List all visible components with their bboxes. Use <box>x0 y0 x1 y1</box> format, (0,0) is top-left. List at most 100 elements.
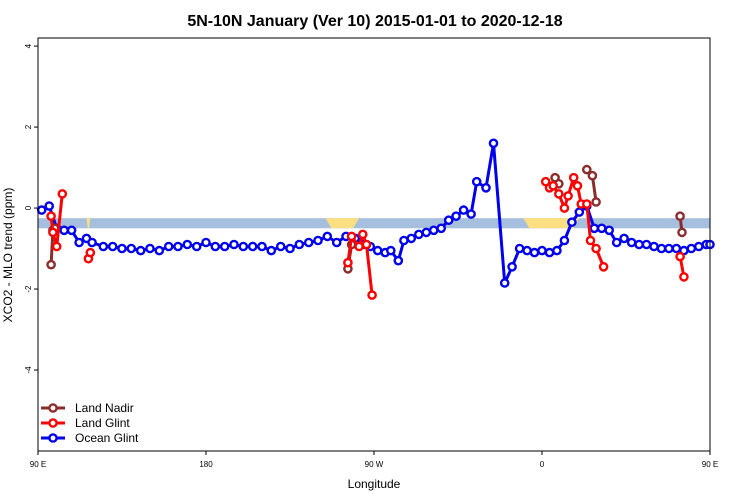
land-glint-point <box>548 180 559 191</box>
ocean-glint-point <box>406 233 417 244</box>
land-glint-point <box>572 180 583 191</box>
ocean-glint-point <box>163 241 174 252</box>
ocean-glint-point <box>471 176 482 187</box>
land-glint-point <box>563 191 573 201</box>
ocean-glint-point <box>413 229 424 240</box>
ocean-glint-point <box>74 237 84 248</box>
ocean-glint-point <box>44 201 55 211</box>
ocean-glint-point <box>574 207 585 217</box>
ocean-glint-point <box>514 243 525 254</box>
land-glint-point <box>51 241 62 252</box>
land-glint-point <box>367 290 377 300</box>
ocean-glint-point <box>522 245 532 256</box>
x-axis: 90 E 180 90 W 0 90 E <box>30 451 718 469</box>
ocean-glint-point <box>66 225 77 236</box>
ocean-glint-point <box>385 245 396 256</box>
ocean-glint-point <box>537 245 547 256</box>
land-band-segment <box>325 218 360 229</box>
chart-title: 5N-10N January (Ver 10) 2015-01-01 to 20… <box>187 13 562 30</box>
ocean-glint-point <box>285 243 295 254</box>
land-glint-point <box>57 189 68 199</box>
ocean-glint-point <box>399 235 409 246</box>
ocean-glint-point <box>589 223 600 234</box>
x-axis-label: Longitude <box>348 477 401 491</box>
land-glint-point <box>598 261 609 272</box>
land-glint-point <box>354 241 364 252</box>
ocean-glint-point <box>87 237 97 248</box>
land-glint-point <box>85 247 96 258</box>
ocean-glint-point <box>451 211 461 221</box>
land-glint-point <box>48 227 58 238</box>
ocean-glint-point <box>393 255 404 266</box>
ocean-glint-point <box>552 245 562 256</box>
ocean-glint-point <box>275 241 286 252</box>
legend-label-land-glint: Land Glint <box>75 416 130 430</box>
land-nadir-point <box>582 164 592 175</box>
legend-marker-ocean-glint <box>48 433 58 443</box>
ocean-glint-point <box>421 227 432 238</box>
land-glint-point <box>568 172 579 183</box>
legend-marker-land-nadir <box>48 403 58 413</box>
land-ocean-band <box>38 218 710 229</box>
ocean-glint-point <box>303 237 314 248</box>
ocean-glint-point <box>656 243 667 254</box>
ocean-glint-point <box>671 243 682 254</box>
ocean-glint-point <box>36 205 47 215</box>
land-nadir-point <box>591 197 601 207</box>
land-glint-point <box>679 272 689 282</box>
land-glint-point <box>361 239 372 250</box>
land-glint-line <box>49 193 64 248</box>
ocean-glint-point <box>649 241 659 252</box>
series-land-glint <box>46 172 689 300</box>
ocean-glint-point <box>229 239 239 250</box>
ocean-glint-point <box>135 245 146 256</box>
ocean-glint-point <box>619 233 629 244</box>
land-glint-point <box>46 211 56 221</box>
ocean-glint-point <box>443 215 454 225</box>
ocean-glint-point <box>201 237 211 248</box>
land-nadir-point <box>46 259 56 270</box>
ocean-glint-point <box>173 241 183 252</box>
ocean-glint-point <box>59 225 69 236</box>
ocean-glint-point <box>191 241 202 252</box>
legend-label-land-nadir: Land Nadir <box>75 401 134 415</box>
land-glint-point <box>346 231 357 242</box>
ocean-glint-point <box>107 241 118 252</box>
ocean-glint-point <box>596 223 607 234</box>
ocean-glint-point <box>145 243 155 254</box>
land-band-segment <box>523 218 580 229</box>
y-tick-label: -2 <box>24 285 33 293</box>
land-band-segment <box>86 218 91 229</box>
land-glint-point <box>554 189 564 199</box>
y-axis: 4 2 0 -2 -4 <box>24 43 38 374</box>
ocean-glint-point <box>507 261 517 272</box>
land-glint-point <box>585 235 596 246</box>
y-tick-label: 2 <box>24 124 33 129</box>
ocean-glint-point <box>117 243 127 254</box>
ocean-glint-point <box>694 241 704 252</box>
land-glint-point <box>357 229 368 240</box>
x-tick-label: 90 E <box>702 460 718 469</box>
y-tick-label: -4 <box>24 366 33 374</box>
x-tick-label: 90 W <box>365 460 384 469</box>
ocean-glint-point <box>611 237 622 248</box>
land-glint-point <box>591 243 601 254</box>
land-nadir-point <box>677 227 687 238</box>
ocean-glint-point <box>238 241 249 252</box>
y-tick-label: 4 <box>24 43 33 48</box>
ocean-glint-point <box>529 247 540 258</box>
ocean-glint-point <box>458 205 469 215</box>
ocean-glint-point <box>428 225 439 236</box>
ocean-glint-point <box>266 245 277 256</box>
ocean-band <box>38 218 710 229</box>
ocean-glint-point <box>567 217 577 227</box>
ocean-glint-point <box>210 241 221 252</box>
ocean-glint-point <box>641 239 652 250</box>
ocean-glint-point <box>247 241 258 252</box>
ocean-glint-point <box>559 235 570 246</box>
ocean-glint-point <box>664 243 674 254</box>
land-glint-point <box>559 203 570 213</box>
x-tick-label: 0 <box>540 460 545 469</box>
